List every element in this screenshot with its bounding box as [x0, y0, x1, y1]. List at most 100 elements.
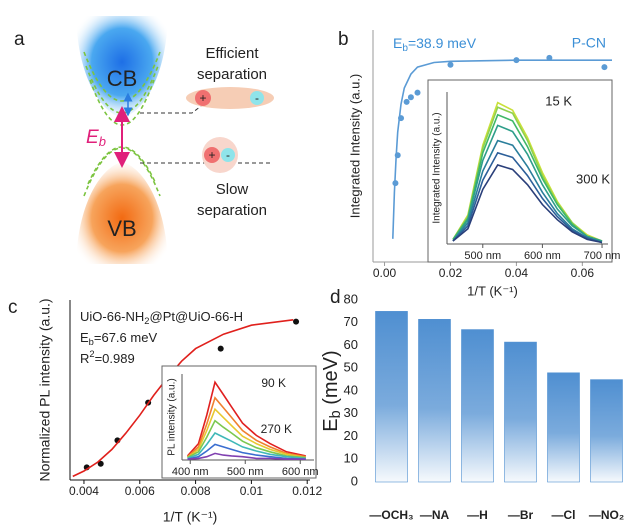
annotation: UiO-66-NH2@Pt@UiO-66-H	[80, 309, 243, 326]
y-tick-label: 60	[344, 337, 358, 352]
data-point	[217, 345, 224, 352]
eb-sub: b	[99, 134, 106, 149]
x-tick-label: 0.008	[181, 484, 211, 498]
category-label: —NO₂	[589, 508, 624, 522]
bar	[590, 379, 623, 483]
annotation: 300 K	[576, 171, 610, 186]
annotation: Eb=38.9 meV	[393, 35, 477, 54]
annotation-tail: =67.6 meV	[94, 330, 158, 345]
eb-symbol: Eb	[86, 127, 106, 149]
panel-label: d	[330, 287, 341, 308]
y-tick-label: 50	[344, 360, 358, 375]
slow-label: Slow	[216, 181, 249, 198]
data-point	[601, 64, 608, 71]
annotation-sub: b	[89, 337, 94, 347]
data-line	[72, 319, 294, 478]
annotation: R2=0.989	[80, 349, 135, 366]
category-label: —H	[467, 508, 488, 522]
y-axis-label: PL intensity (a.u.)	[167, 378, 178, 455]
y-tick-label: 0	[351, 473, 358, 488]
y-tick-label: 20	[344, 428, 358, 443]
data-line	[452, 139, 603, 244]
annotation: Eb=67.6 meV	[80, 330, 157, 347]
efficient-label: separation	[197, 66, 267, 83]
x-tick-label: 500 nm	[227, 466, 264, 478]
data-line	[452, 113, 603, 242]
data-line	[452, 151, 603, 244]
efficient-label: Efficient	[205, 45, 259, 62]
data-line	[392, 59, 612, 239]
y-axis-label: Eb (meV)	[320, 350, 344, 431]
annotation-tail: =38.9 meV	[408, 35, 477, 51]
minus-sign: -	[226, 148, 230, 162]
x-tick-label: 0.04	[505, 266, 529, 280]
annotation-base: E	[80, 330, 89, 345]
x-tick-label: 400 nm	[172, 466, 209, 478]
annotation: 15 K	[545, 93, 572, 108]
data-point	[97, 460, 104, 467]
annotation: 90 K	[261, 376, 286, 390]
y-tick-label: 70	[344, 314, 358, 329]
y-axis-label-tail: (meV)	[320, 350, 342, 410]
data-line	[187, 452, 306, 460]
data-point	[407, 94, 414, 101]
annotation: 270 K	[261, 422, 292, 436]
x-tick-label: 500 nm	[464, 250, 501, 262]
vb-label: VB	[107, 216, 136, 241]
eb-base: E	[86, 127, 99, 148]
category-label: —Br	[508, 508, 534, 522]
category-label: —OCH₃	[369, 508, 413, 522]
x-tick-label: 600 nm	[524, 250, 561, 262]
plus-sign: +	[208, 148, 215, 162]
annotation-sub: 2	[144, 316, 149, 326]
y-tick-label: 80	[344, 291, 358, 306]
y-axis-label: Normalized PL intensity (a.u.)	[37, 298, 53, 481]
electron	[250, 91, 264, 105]
y-axis-label-base: E	[320, 418, 342, 431]
valence-band	[76, 162, 168, 264]
x-tick-label: 700 nm	[584, 250, 621, 262]
data-line	[452, 164, 603, 244]
annotation-base: R	[80, 351, 89, 366]
data-line	[187, 407, 306, 459]
panel-a: a CB VB Eb + - + - Efficient separation …	[14, 16, 274, 264]
y-tick-label: 30	[344, 405, 358, 420]
panel-label: a	[14, 29, 25, 50]
panel-label: b	[338, 29, 349, 50]
annotation-base: E	[393, 35, 402, 51]
annotation-tail: @Pt@UiO-66-H	[150, 309, 244, 324]
bar	[504, 341, 537, 483]
x-tick-label: 600 nm	[282, 466, 319, 478]
annotation-sup: 2	[89, 349, 94, 359]
cb-label: CB	[107, 66, 138, 91]
y-axis-label: Integrated Intensity (a.u.)	[347, 74, 362, 219]
data-line	[186, 396, 306, 458]
annotation-tail: =0.989	[95, 351, 135, 366]
annotation: P-CN	[572, 35, 606, 51]
x-tick-label: 0.01	[240, 484, 264, 498]
bar	[418, 319, 451, 483]
y-axis-label: Integrated Intensity (a.u.)	[432, 112, 443, 223]
annotation-base: UiO-66-NH	[80, 309, 144, 324]
panel-label: c	[8, 297, 18, 318]
data-point	[546, 54, 553, 61]
hole	[204, 147, 220, 163]
x-tick-label: 0.012	[292, 484, 322, 498]
bar	[461, 329, 494, 483]
x-tick-label: 0.00	[373, 266, 397, 280]
x-tick-label: 0.06	[571, 266, 595, 280]
bar	[547, 372, 580, 483]
data-point	[414, 89, 421, 96]
electron	[221, 148, 235, 162]
data-line	[187, 419, 306, 459]
data-line	[187, 431, 306, 460]
category-label: —NA	[420, 508, 450, 522]
minus-sign: -	[255, 91, 259, 105]
x-tick-label: 0.004	[69, 484, 99, 498]
category-label: —Cl	[552, 508, 576, 522]
bar	[375, 311, 408, 483]
y-tick-label: 40	[344, 382, 358, 397]
x-axis-label: 1/T (K⁻¹)	[163, 509, 218, 525]
inset-frame	[161, 365, 317, 479]
